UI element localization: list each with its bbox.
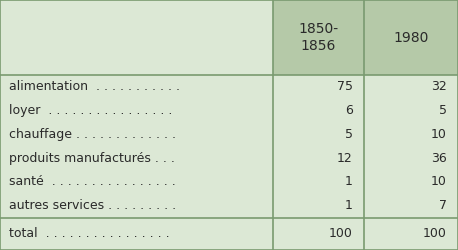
Text: 32: 32 (431, 80, 447, 93)
Text: 1980: 1980 (393, 30, 429, 44)
Text: 7: 7 (439, 199, 447, 212)
Text: autres services . . . . . . . . .: autres services . . . . . . . . . (9, 199, 176, 212)
Text: 75: 75 (337, 80, 353, 93)
Text: produits manufacturés . . .: produits manufacturés . . . (9, 152, 175, 164)
Text: santé  . . . . . . . . . . . . . . . .: santé . . . . . . . . . . . . . . . . (9, 176, 176, 188)
Text: 6: 6 (345, 104, 353, 117)
Text: chauffage . . . . . . . . . . . . .: chauffage . . . . . . . . . . . . . (9, 128, 176, 141)
Text: 100: 100 (329, 227, 353, 240)
Text: 100: 100 (423, 227, 447, 240)
Text: 36: 36 (431, 152, 447, 164)
Text: loyer  . . . . . . . . . . . . . . . .: loyer . . . . . . . . . . . . . . . . (9, 104, 173, 117)
Bar (273, 0, 458, 75)
Text: 12: 12 (337, 152, 353, 164)
Text: 1: 1 (345, 199, 353, 212)
Text: 10: 10 (431, 176, 447, 188)
Text: total  . . . . . . . . . . . . . . . .: total . . . . . . . . . . . . . . . . (9, 227, 170, 240)
Text: 5: 5 (439, 104, 447, 117)
Text: 1: 1 (345, 176, 353, 188)
Text: 5: 5 (345, 128, 353, 141)
Text: 1850-
1856: 1850- 1856 (298, 22, 338, 53)
Text: alimentation  . . . . . . . . . . .: alimentation . . . . . . . . . . . (9, 80, 180, 93)
Text: 10: 10 (431, 128, 447, 141)
